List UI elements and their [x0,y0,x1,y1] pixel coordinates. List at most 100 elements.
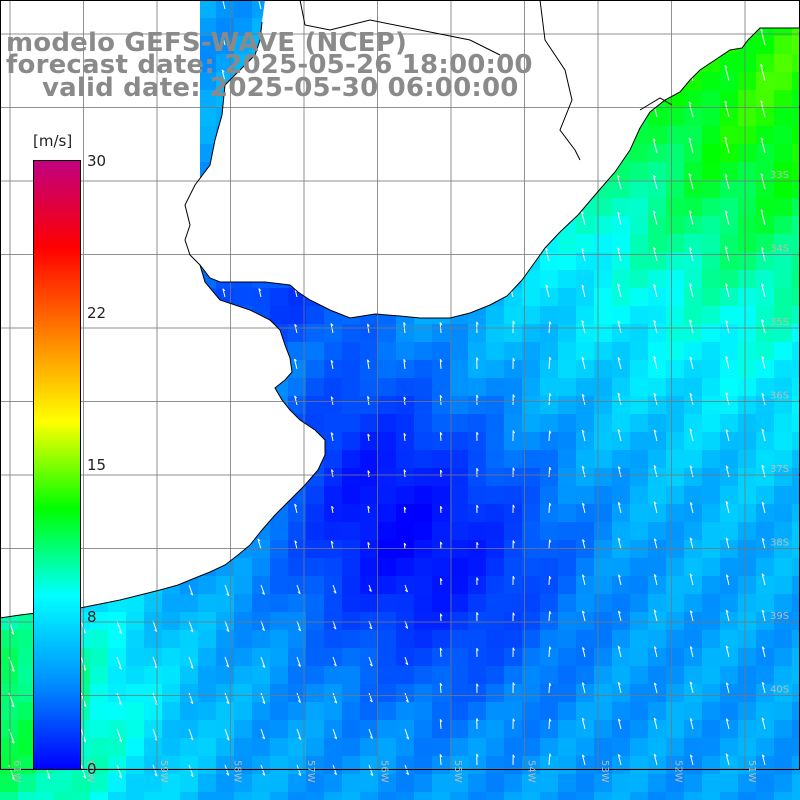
wind-speed-cell [738,432,757,451]
wind-arrow-head [549,682,552,687]
wind-arrow [724,136,730,154]
wind-speed-cell [702,576,721,595]
wind-speed-cell [702,702,721,721]
wind-arrow-head [582,754,585,758]
wind-speed-cell [756,558,775,577]
land-area [0,0,325,618]
wind-speed-cell [702,360,721,379]
wind-speed-cell [666,288,685,307]
wind-speed-cell [702,468,721,487]
wind-speed-cell [198,126,217,145]
wind-speed-cell [648,144,667,163]
wind-speed-cell [594,504,613,523]
wind-arrow-head [261,628,265,631]
wind-speed-cell [486,594,505,613]
wind-speed-cell [630,468,649,487]
wind-speed-cell [324,468,343,487]
lat-lon-grid [0,0,800,770]
wind-arrow-head [512,504,515,508]
wind-speed-cell [396,504,415,523]
wind-speed-cell [648,630,667,649]
wind-speed-cell [774,324,793,343]
wind-arrow [581,429,586,442]
latitude-label: 38S [770,538,789,549]
wind-arrow-head [689,537,693,541]
wind-speed-cell [594,486,613,505]
wind-arrow-head [476,468,479,472]
wind-speed-cell [648,738,667,757]
wind-speed-cell [396,702,415,721]
wind-speed-cell [774,612,793,631]
wind-speed-cell [666,486,685,505]
wind-arrow-head [724,173,728,177]
wind-speed-cell [432,432,451,451]
wind-speed-cell [360,450,379,469]
wind-speed-cell [738,396,757,415]
wind-speed-cell [702,288,721,307]
wind-arrow [761,393,766,406]
wind-speed-cell [666,576,685,595]
wind-speed-cell [720,198,739,217]
wind-speed-cell [342,540,361,559]
wind-arrow-head [760,137,764,141]
wind-speed-cell [774,684,793,703]
wind-speed-cell [234,666,253,685]
wind-speed-cell [774,36,793,55]
wind-speed-cell [360,396,379,415]
wind-arrow [439,395,442,406]
wind-speed-cell [198,702,217,721]
wind-speed-cell [414,378,433,397]
wind-speed-cell [270,630,289,649]
wind-arrow [367,542,370,550]
wind-arrow-head [11,631,15,635]
wind-speed-cell [594,468,613,487]
wind-speed-cell [414,684,433,703]
wind-arrow [439,541,442,550]
wind-speed-cell [630,504,649,523]
wind-speed-cell [360,432,379,451]
wind-speed-cell [540,450,559,469]
wind-speed-cell [18,738,37,757]
wind-speed-cell [612,666,631,685]
wind-speed-cell [414,450,433,469]
wind-speed-cell [738,108,757,127]
wind-speed-cell [774,540,793,559]
wind-arrow-head [582,539,585,543]
wind-arrow [188,764,194,777]
wind-speed-cell [792,594,800,613]
wind-speed-cell [324,558,343,577]
wind-arrow [294,289,298,298]
wind-arrow-head [653,355,657,359]
wind-speed-cell [648,522,667,541]
wind-speed-cell [738,576,757,595]
wind-speed-cell [612,774,631,793]
wind-speed-cell [684,594,703,613]
wind-arrow [330,432,334,442]
wind-speed-cell [540,378,559,397]
wind-speed-cell [432,342,451,361]
wind-speed-cell [450,630,469,649]
wind-arrow [188,584,194,596]
wind-speed-cell [756,468,775,487]
wind-speed-cell [558,558,577,577]
wind-speed-cell [702,198,721,217]
wind-arrow [260,620,265,631]
wind-speed-cell [360,792,379,800]
wind-speed-cell [504,630,523,649]
wind-speed-cell [774,432,793,451]
wind-speed-cell [756,396,775,415]
wind-speed-cell [612,648,631,667]
wind-speed-cell [594,360,613,379]
wind-arrow-head [653,429,657,433]
wind-speed-cell [558,234,577,253]
wind-speed-cell [684,414,703,433]
wind-speed-cell [234,18,253,37]
wind-arrow [581,357,586,370]
wind-speed-cell [594,378,613,397]
wind-speed-cell [0,666,19,685]
wind-arrow [260,764,266,776]
wind-speed-cell [504,576,523,595]
wind-speed-cell [18,648,37,667]
colorbar-tick-label: 8 [87,608,97,626]
wind-arrow-head [581,320,585,324]
